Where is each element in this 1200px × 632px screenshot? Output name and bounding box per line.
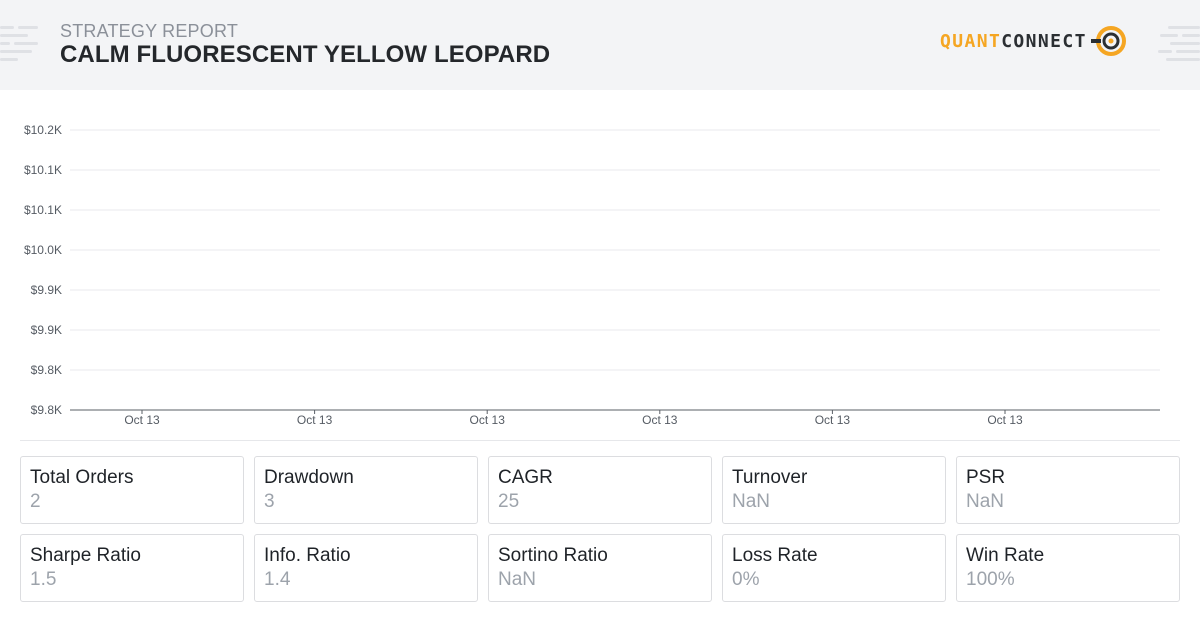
y-tick-label: $9.9K: [31, 323, 62, 337]
stat-card-info-ratio: Info. Ratio 1.4: [254, 534, 478, 602]
y-tick-label: $9.9K: [31, 283, 62, 297]
stat-value: 1.5: [30, 569, 57, 590]
stat-card-turnover: Turnover NaN: [722, 456, 946, 524]
y-tick-label: $10.0K: [24, 243, 62, 257]
stat-value: 3: [264, 491, 275, 512]
stat-card-sharpe-ratio: Sharpe Ratio 1.5: [20, 534, 244, 602]
x-axis-ticks: [141, 410, 1006, 414]
x-tick-label: Oct 13: [642, 413, 678, 427]
report-header: STRATEGY REPORT CALM FLUORESCENT YELLOW …: [0, 0, 1200, 90]
stat-label: Sortino Ratio: [498, 545, 608, 566]
y-tick-label: $10.1K: [24, 163, 62, 177]
x-tick-label: Oct 13: [987, 413, 1023, 427]
stat-label: PSR: [966, 467, 1006, 488]
stat-card-drawdown: Drawdown 3: [254, 456, 478, 524]
stat-value: 2: [30, 491, 41, 512]
stat-value: NaN: [966, 491, 1005, 512]
x-tick-label: Oct 13: [815, 413, 851, 427]
stat-value: 0%: [732, 569, 760, 590]
stat-card-psr: PSR NaN: [956, 456, 1180, 524]
y-tick-label: $9.8K: [31, 403, 62, 417]
stat-label: Turnover: [732, 467, 808, 488]
stat-value: 1.4: [264, 569, 291, 590]
stat-label: CAGR: [498, 467, 553, 488]
logo-text-quant: QUANT: [940, 30, 1002, 52]
stat-value: NaN: [732, 491, 771, 512]
stat-card-cagr: CAGR 25: [488, 456, 712, 524]
section-divider: [20, 440, 1180, 441]
stat-label: Win Rate: [966, 545, 1045, 566]
logo-text-connect: CONNECT: [1001, 30, 1087, 52]
x-tick-label: Oct 13: [470, 413, 506, 427]
stat-value: 100%: [966, 569, 1015, 590]
stat-card-sortino-ratio: Sortino Ratio NaN: [488, 534, 712, 602]
y-tick-label: $10.1K: [24, 203, 62, 217]
y-tick-label: $10.2K: [24, 123, 62, 137]
stat-card-loss-rate: Loss Rate 0%: [722, 534, 946, 602]
x-tick-label: Oct 13: [297, 413, 333, 427]
quantconnect-logo: QUANT CONNECT: [940, 24, 1127, 58]
x-tick-label: Oct 13: [124, 413, 160, 427]
strategy-title: CALM FLUORESCENT YELLOW LEOPARD: [60, 41, 551, 68]
stat-card-win-rate: Win Rate 100%: [956, 534, 1180, 602]
report-subtitle: STRATEGY REPORT: [60, 21, 239, 41]
quantconnect-logo-icon: [1090, 26, 1126, 56]
stat-label: Total Orders: [30, 467, 134, 488]
y-axis-labels: $10.2K $10.1K $10.1K $10.0K $9.9K $9.9K $9.8K $…: [24, 123, 62, 417]
stat-label: Sharpe Ratio: [30, 545, 141, 566]
y-gridlines: [70, 129, 1160, 371]
stat-label: Loss Rate: [732, 545, 818, 566]
stat-value: NaN: [498, 569, 537, 590]
stat-card-total-orders: Total Orders 2: [20, 456, 244, 524]
stat-label: Info. Ratio: [264, 545, 351, 566]
y-tick-label: $9.8K: [31, 363, 62, 377]
x-axis-labels: Oct 13 Oct 13 Oct 13 Oct 13 Oct 13 Oct 13: [124, 413, 1023, 427]
equity-chart: $10.2K $10.1K $10.1K $10.0K $9.9K $9.9K $9.8K $…: [24, 123, 1160, 427]
stat-value: 25: [498, 491, 520, 512]
stat-label: Drawdown: [264, 467, 354, 488]
